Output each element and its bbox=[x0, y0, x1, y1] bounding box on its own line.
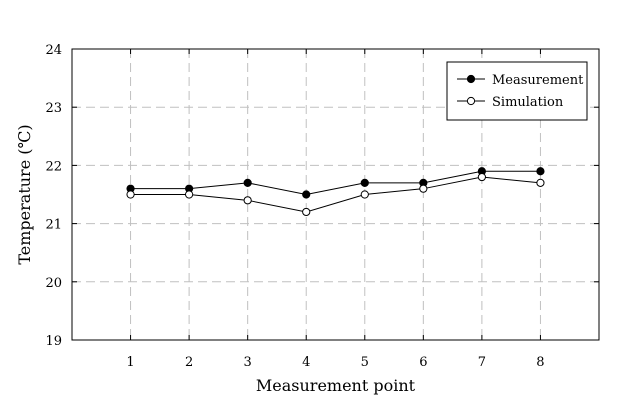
legend-box bbox=[446, 61, 588, 121]
y-tick-label: 24 bbox=[45, 43, 62, 58]
x-tick-label: 2 bbox=[185, 355, 193, 370]
x-axis-title: Measurement point bbox=[256, 376, 416, 395]
x-tick-label: 7 bbox=[478, 355, 486, 370]
y-axis-title: Temperature (℃) bbox=[15, 124, 34, 264]
data-point bbox=[536, 167, 545, 176]
legend-item: Simulation bbox=[457, 95, 564, 110]
legend-item: Measurement bbox=[457, 73, 584, 88]
y-tick-label: 19 bbox=[45, 334, 62, 349]
legend-marker bbox=[466, 96, 476, 106]
y-tick-label: 21 bbox=[45, 218, 62, 233]
y-tick-label: 23 bbox=[45, 101, 62, 116]
data-point bbox=[126, 190, 135, 199]
x-tick-label: 8 bbox=[536, 355, 544, 370]
plot-area-frame bbox=[71, 48, 600, 341]
legend-label: Simulation bbox=[492, 95, 564, 110]
data-point bbox=[360, 190, 369, 199]
series-line bbox=[130, 176, 541, 213]
data-point bbox=[477, 172, 486, 182]
x-tick-label: 3 bbox=[244, 355, 252, 370]
legend-marker bbox=[466, 74, 476, 84]
legend-items: Measurement Simulation bbox=[457, 73, 584, 110]
x-tick-label: 6 bbox=[419, 355, 427, 370]
x-tick-label: 1 bbox=[126, 355, 134, 370]
x-tick-label: 4 bbox=[302, 355, 310, 370]
data-point bbox=[360, 178, 369, 187]
y-tick-label: 20 bbox=[45, 276, 62, 291]
data-point bbox=[302, 190, 311, 199]
data-point bbox=[536, 178, 545, 187]
data-point bbox=[302, 207, 311, 217]
legend: Measurement Simulation bbox=[446, 61, 588, 121]
data-point bbox=[419, 184, 428, 193]
legend-label: Measurement bbox=[492, 73, 584, 88]
series-layer bbox=[126, 167, 545, 217]
series-measurement bbox=[126, 167, 545, 199]
y-tick-label: 22 bbox=[45, 159, 62, 174]
data-point bbox=[185, 190, 194, 199]
data-point bbox=[243, 196, 252, 205]
x-tick-label: 5 bbox=[361, 355, 369, 370]
series-simulation bbox=[126, 172, 545, 217]
series-line bbox=[130, 170, 541, 196]
data-point bbox=[243, 178, 252, 187]
